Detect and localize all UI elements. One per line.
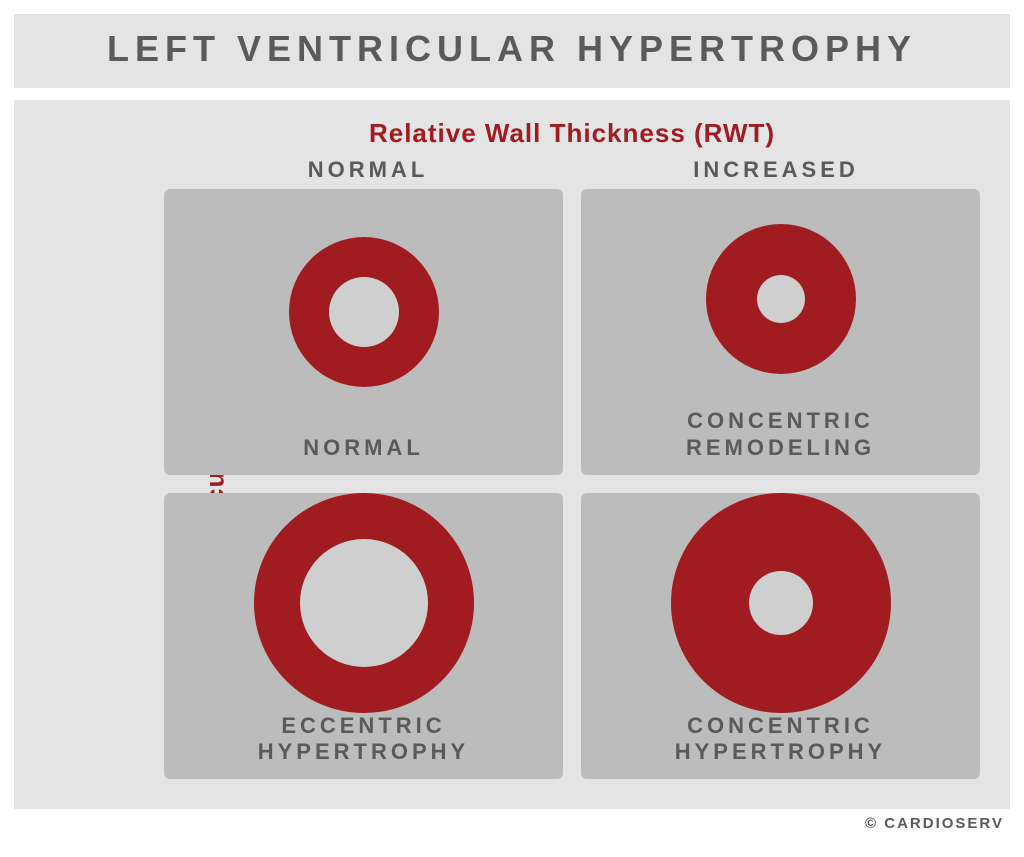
col-header-increased: INCREASED <box>572 157 980 183</box>
ring-wrap <box>164 189 563 435</box>
cell-label: CONCENTRIC HYPERTROPHY <box>675 713 886 780</box>
column-headers: NORMAL INCREASED <box>164 157 980 183</box>
footer-credit: © CARDIOSERV <box>14 815 1010 832</box>
x-axis-title: Relative Wall Thickness (RWT) <box>164 118 980 149</box>
ring-wrap <box>581 493 980 713</box>
ventricle-lumen-icon <box>757 275 805 323</box>
ventricle-lumen-icon <box>329 277 399 347</box>
grid-area: NORMAL NORMAL CONCENTRIC REMODELING <box>164 189 980 779</box>
ring-wrap <box>164 493 563 713</box>
col-header-normal: NORMAL <box>164 157 572 183</box>
cell-label: CONCENTRIC REMODELING <box>686 408 875 475</box>
ventricle-ring-icon <box>254 493 474 713</box>
page-title: LEFT VENTRICULAR HYPERTROPHY <box>107 28 917 69</box>
ventricle-ring-icon <box>289 237 439 387</box>
ventricle-lumen-icon <box>749 571 813 635</box>
ring-wrap <box>581 189 980 408</box>
cell-normal-increased: CONCENTRIC REMODELING <box>581 189 980 475</box>
ventricle-ring-icon <box>671 493 891 713</box>
ventricle-lumen-icon <box>300 539 428 667</box>
cell-label: ECCENTRIC HYPERTROPHY <box>258 713 469 780</box>
cell-label: NORMAL <box>303 435 424 475</box>
ventricle-ring-icon <box>706 224 856 374</box>
grid-row-normal: NORMAL NORMAL CONCENTRIC REMODELING <box>164 189 980 475</box>
cell-increased-increased: CONCENTRIC HYPERTROPHY <box>581 493 980 779</box>
grid-row-increased: INCREASED ECCENTRIC HYPERTROPHY CONCENTR… <box>164 493 980 779</box>
cell-increased-normal: ECCENTRIC HYPERTROPHY <box>164 493 563 779</box>
title-bar: LEFT VENTRICULAR HYPERTROPHY <box>14 14 1010 88</box>
cell-normal-normal: NORMAL <box>164 189 563 475</box>
main-panel: Relative Wall Thickness (RWT) NORMAL INC… <box>14 100 1010 809</box>
